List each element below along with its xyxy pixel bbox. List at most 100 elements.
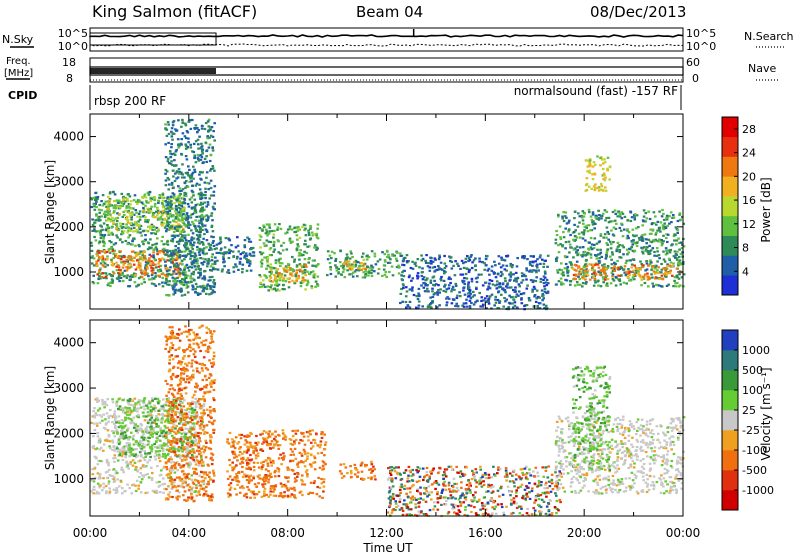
- power-cell: [159, 250, 163, 253]
- power-cell: [203, 181, 207, 184]
- velocity-cell: [137, 441, 141, 444]
- power-cell: [193, 154, 196, 157]
- power-cell: [411, 286, 414, 289]
- power-cell: [140, 271, 143, 274]
- power-cell: [99, 262, 103, 265]
- power-cell: [596, 263, 600, 266]
- velocity-cell: [170, 487, 174, 490]
- velocity-cell: [93, 407, 96, 410]
- velocity-cell: [126, 408, 130, 412]
- power-cell: [347, 263, 351, 266]
- power-cell: [167, 188, 170, 191]
- velocity-cell: [132, 416, 135, 419]
- power-cell: [180, 294, 184, 297]
- power-cell: [97, 259, 100, 262]
- power-cell: [98, 232, 102, 235]
- power-cell: [191, 277, 194, 280]
- power-cell: [408, 274, 411, 277]
- power-cell: [280, 262, 284, 265]
- power-cell: [152, 225, 156, 228]
- velocity-cell: [168, 491, 172, 494]
- power-cell: [593, 269, 596, 272]
- power-cell: [566, 274, 570, 277]
- power-cell: [590, 268, 594, 272]
- power-cell: [360, 268, 364, 271]
- power-cell: [144, 272, 148, 275]
- power-cell: [201, 124, 204, 128]
- power-cell: [108, 197, 112, 201]
- velocity-cell: [136, 431, 140, 434]
- velocity-cell: [171, 401, 175, 404]
- power-cell: [646, 275, 649, 278]
- power-cell: [454, 282, 458, 285]
- power-cell: [580, 268, 584, 271]
- power-cell: [484, 264, 488, 267]
- power-cbar-label: Power [dB]: [759, 177, 773, 242]
- power-cell: [97, 219, 100, 222]
- power-cell: [672, 216, 676, 219]
- power-cell: [184, 171, 188, 175]
- power-cell: [342, 264, 345, 267]
- power-cell: [591, 267, 594, 270]
- power-cell: [209, 154, 213, 157]
- power-cell: [167, 294, 171, 297]
- power-cell: [501, 282, 505, 285]
- velocity-cell: [191, 411, 194, 415]
- power-cell: [618, 244, 621, 247]
- power-cell: [118, 280, 121, 283]
- power-cell: [402, 284, 405, 287]
- power-cell: [475, 287, 478, 290]
- velocity-cell: [158, 474, 162, 477]
- power-cell: [635, 214, 639, 217]
- power-cell: [345, 263, 348, 266]
- velocity-cell: [202, 404, 205, 408]
- power-cell: [199, 215, 203, 218]
- power-cell: [294, 275, 298, 278]
- power-cell: [337, 271, 340, 274]
- power-cell: [328, 254, 332, 257]
- power-cell: [176, 280, 179, 283]
- power-cell: [165, 207, 169, 210]
- power-cell: [200, 145, 204, 148]
- power-cell: [209, 287, 212, 290]
- velocity-cell: [129, 403, 133, 406]
- power-cell: [137, 220, 140, 223]
- power-cell: [502, 305, 505, 308]
- power-cell: [177, 227, 180, 230]
- power-cell: [163, 217, 167, 220]
- power-cell: [601, 212, 605, 215]
- power-cell: [268, 248, 272, 251]
- power-cell: [426, 265, 430, 268]
- power-cell: [235, 257, 239, 260]
- power-cell: [676, 229, 680, 232]
- power-cell: [361, 264, 365, 267]
- velocity-cell: [155, 440, 158, 443]
- power-cell: [169, 207, 173, 210]
- power-cell: [179, 171, 183, 174]
- velocity-cell: [122, 452, 125, 456]
- power-cell: [676, 219, 680, 223]
- power-cell: [511, 295, 514, 299]
- power-cell: [653, 272, 657, 275]
- power-cell: [203, 287, 206, 290]
- power-cell: [584, 278, 587, 281]
- power-cell: [141, 252, 145, 255]
- velocity-cell: [169, 403, 173, 406]
- velocity-cell: [189, 437, 192, 440]
- power-cell: [629, 248, 633, 251]
- power-cbar-cell: [722, 156, 738, 177]
- power-cell: [467, 283, 470, 286]
- power-cell: [129, 200, 133, 203]
- velocity-cell: [141, 464, 145, 467]
- power-cell: [316, 227, 319, 230]
- power-cell: [459, 273, 463, 276]
- power-cell: [193, 205, 197, 209]
- power-cell: [587, 252, 591, 255]
- power-cell: [632, 269, 635, 272]
- power-cell: [362, 258, 366, 261]
- power-cell: [135, 228, 139, 231]
- power-cell: [313, 244, 317, 247]
- power-cell: [225, 252, 228, 255]
- power-cell: [171, 132, 174, 135]
- power-cell: [208, 143, 212, 146]
